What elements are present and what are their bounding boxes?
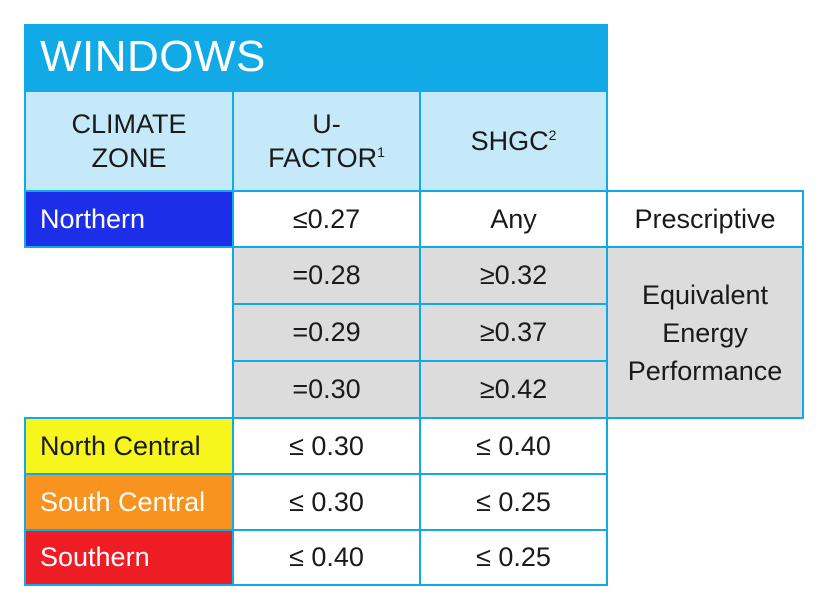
equiv1-ufactor: =0.28 [232,246,421,305]
equiv1-shgc: ≥0.32 [419,246,608,305]
southern-ufactor: ≤ 0.40 [232,529,421,586]
table-title: WINDOWS [24,24,608,90]
header-climate-zone-line1: CLIMATE [71,109,187,139]
equivalent-line1: Equivalent [641,279,769,310]
zone-north-central: North Central [24,417,234,475]
zone-southern: Southern [24,529,234,586]
north-central-shgc: ≤ 0.40 [419,417,608,475]
southern-shgc: ≤ 0.25 [419,529,608,586]
header-ufactor-line2: FACTOR [268,143,378,173]
equivalent-line2: Energy [662,317,748,348]
footnote-2-marker: 2 [548,127,557,143]
header-shgc: SHGC2 [419,90,608,192]
northern-shgc: Any [419,190,608,248]
equiv3-ufactor: =0.30 [232,360,421,419]
south-central-shgc: ≤ 0.25 [419,473,608,531]
footnote-1-marker: 1 [377,144,385,160]
header-ufactor-line1: U- [312,109,341,139]
zone-south-central: South Central [24,473,234,531]
path-equivalent-energy-performance: Equivalent Energy Performance [606,246,804,419]
header-climate-zone: CLIMATE ZONE [24,90,234,192]
header-climate-zone-line2: ZONE [91,143,167,173]
zone-northern: Northern [24,190,234,248]
equiv2-ufactor: =0.29 [232,303,421,362]
northern-ufactor: ≤0.27 [232,190,421,248]
north-central-ufactor: ≤ 0.30 [232,417,421,475]
header-ufactor: U- FACTOR1 [232,90,421,192]
equivalent-line3: Performance [627,355,783,386]
header-shgc-label: SHGC [470,126,549,156]
equiv2-shgc: ≥0.37 [419,303,608,362]
equiv3-shgc: ≥0.42 [419,360,608,419]
path-prescriptive: Prescriptive [606,190,804,248]
south-central-ufactor: ≤ 0.30 [232,473,421,531]
